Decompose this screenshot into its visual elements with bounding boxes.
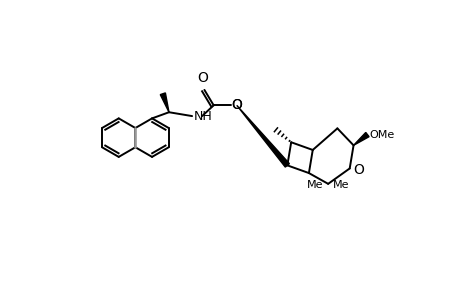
Text: O: O [231,98,242,112]
Text: O: O [197,70,208,85]
Text: OMe: OMe [368,130,393,140]
Text: O: O [352,163,363,177]
Text: Me: Me [306,180,323,190]
Text: O: O [231,98,242,112]
Text: NH: NH [193,110,212,123]
Text: Me: Me [332,180,348,190]
Polygon shape [160,93,168,112]
Polygon shape [236,105,289,167]
Polygon shape [353,132,368,145]
